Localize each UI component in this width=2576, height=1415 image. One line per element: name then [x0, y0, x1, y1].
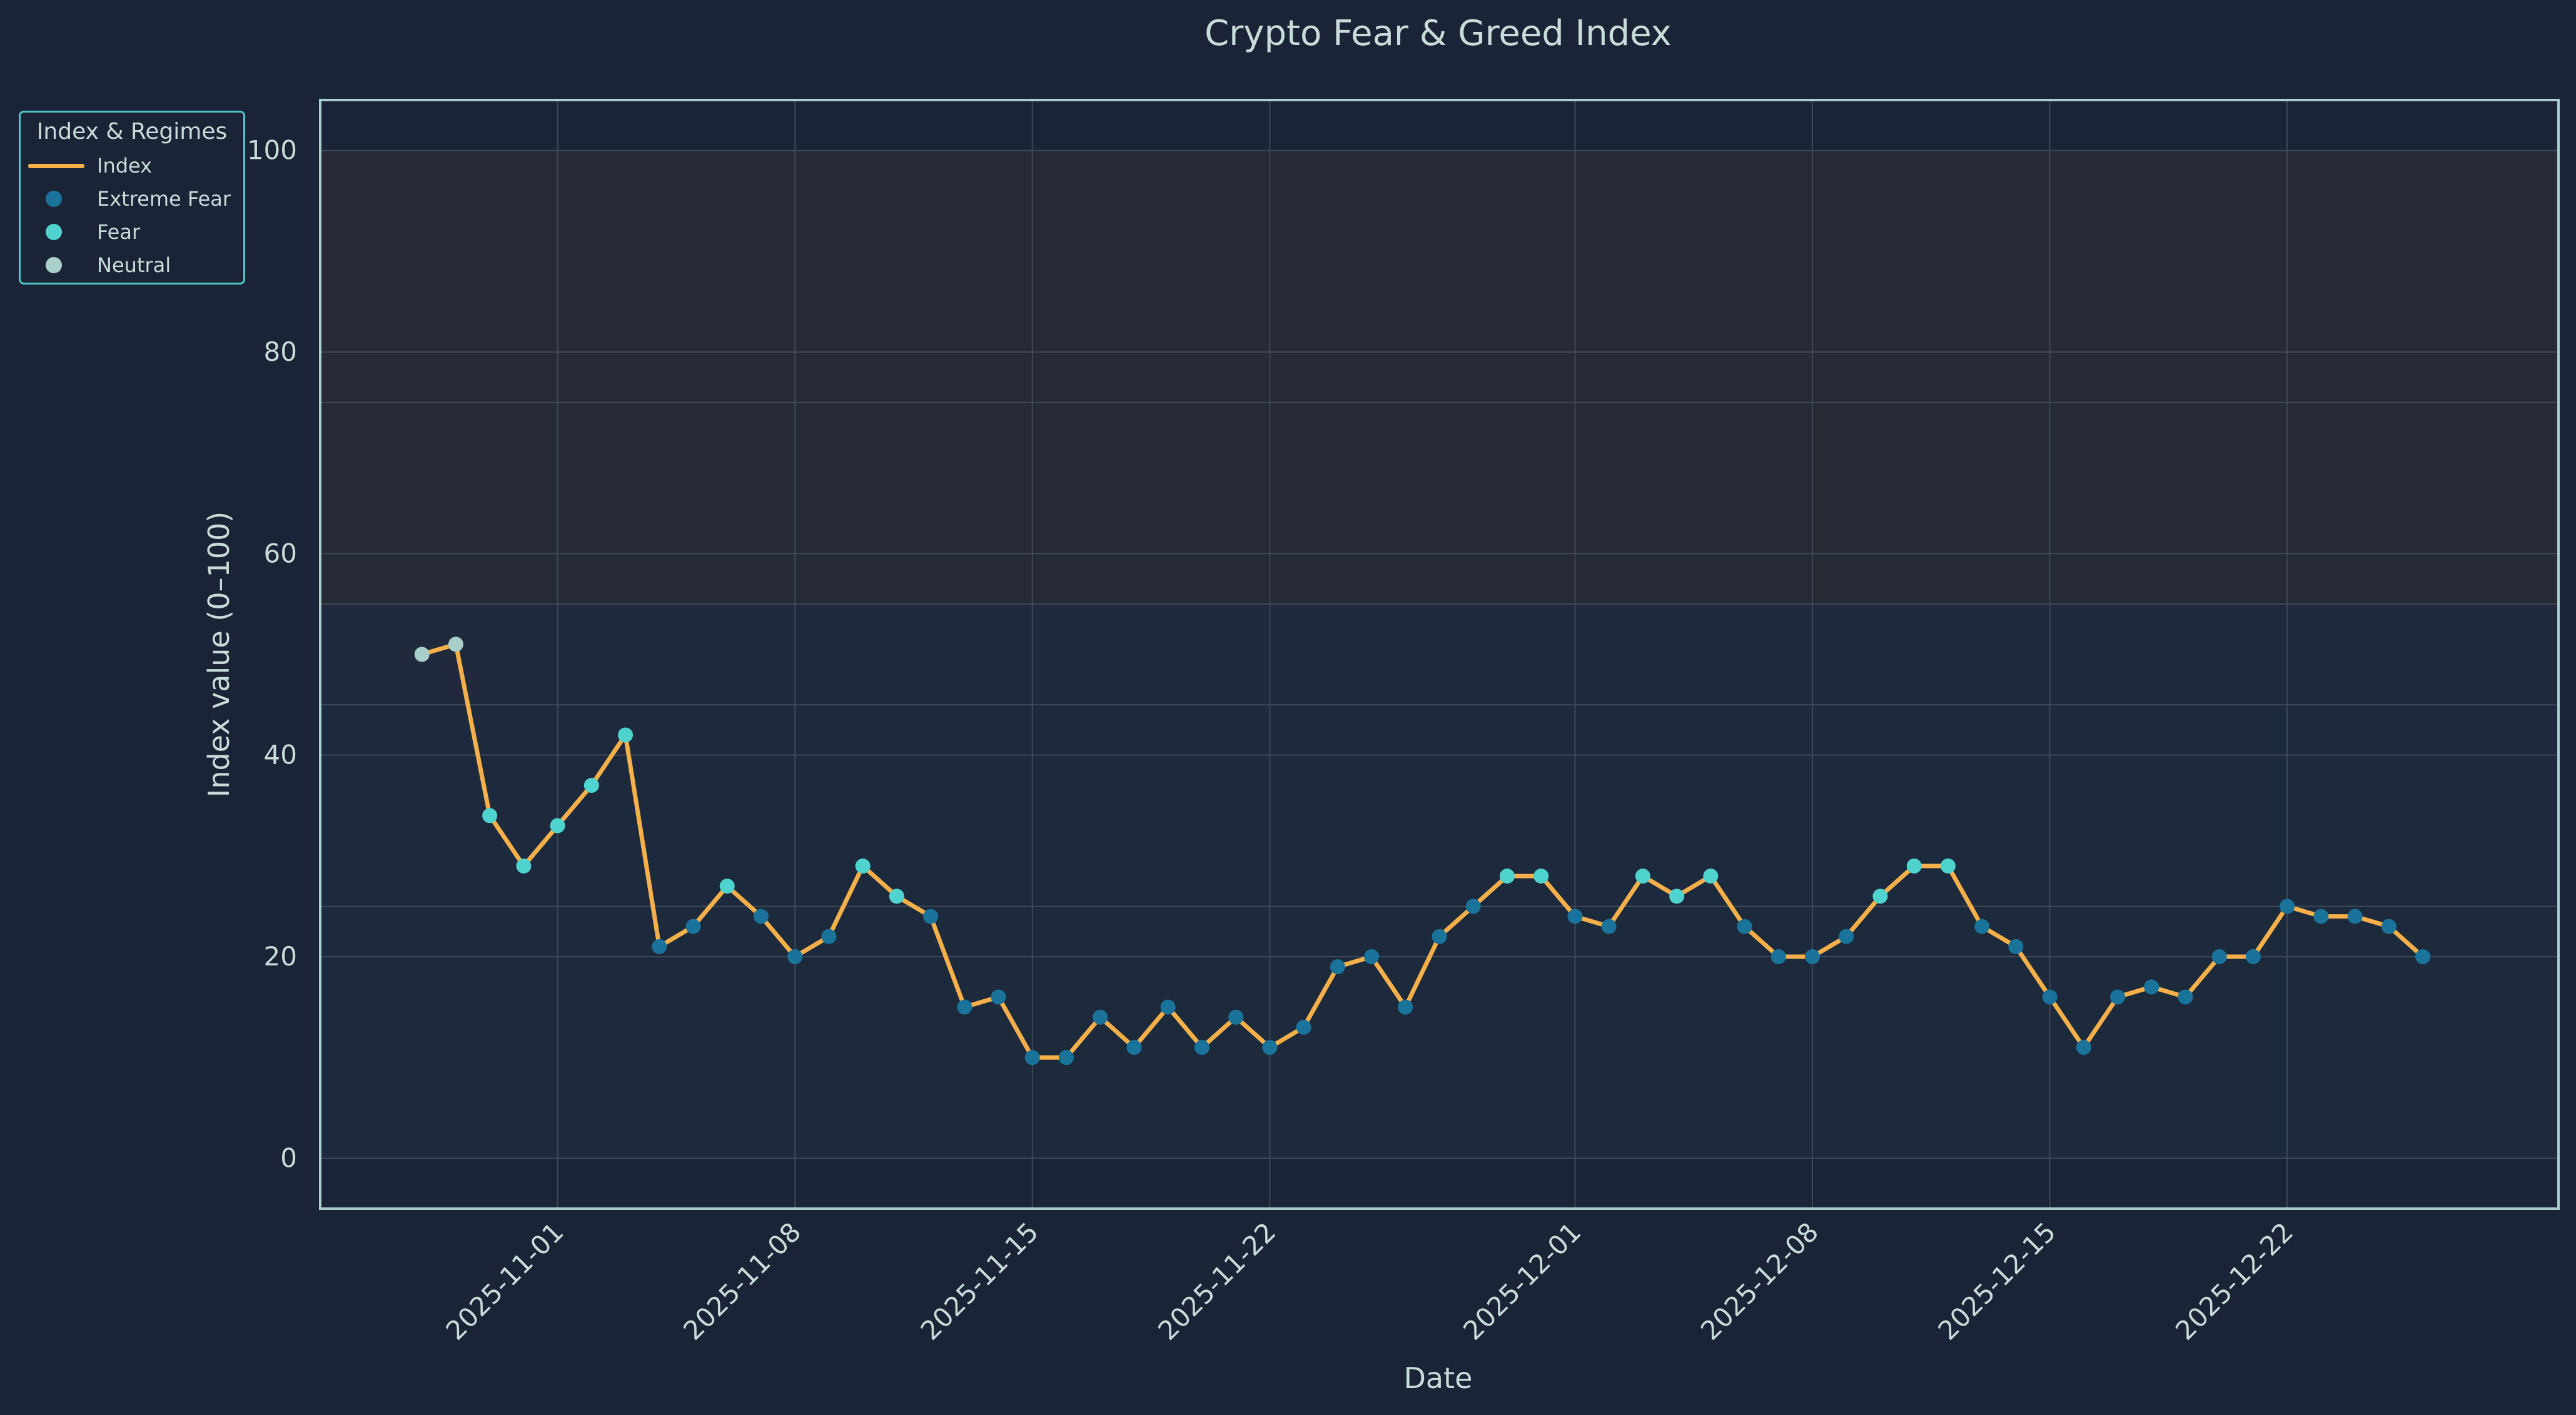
data-point: [1635, 869, 1650, 884]
data-point: [448, 637, 463, 652]
data-point: [1669, 889, 1685, 904]
x-tick-label: 2025-12-15: [1932, 1216, 2061, 1346]
data-point: [1330, 959, 1345, 975]
x-tick-label: 2025-11-08: [677, 1216, 807, 1346]
y-tick-label: 40: [264, 740, 297, 770]
data-point: [923, 909, 939, 924]
data-point: [1093, 1009, 1108, 1025]
data-point: [1126, 1040, 1142, 1055]
data-point: [2313, 909, 2329, 924]
data-point: [1262, 1040, 1278, 1055]
data-point: [2280, 899, 2295, 914]
data-point: [1465, 899, 1481, 914]
regime-band: [320, 603, 2558, 705]
data-point: [2144, 979, 2159, 995]
data-point: [482, 808, 498, 823]
data-point: [1974, 919, 1990, 934]
data-point: [2008, 939, 2024, 954]
data-point: [1024, 1050, 1040, 1065]
x-tick-label: 2025-11-01: [440, 1216, 569, 1346]
x-tick-label: 2025-11-22: [1152, 1216, 1281, 1346]
data-point: [1228, 1009, 1244, 1025]
data-point: [1770, 949, 1786, 965]
y-tick-label: 20: [264, 941, 297, 972]
x-tick-label: 2025-12-22: [2169, 1216, 2299, 1346]
data-point: [1432, 929, 1447, 944]
data-point: [685, 919, 701, 934]
data-point: [753, 909, 769, 924]
data-point: [1601, 919, 1617, 934]
data-point: [414, 647, 430, 662]
data-point: [550, 818, 565, 833]
data-point: [1296, 1019, 1311, 1035]
data-point: [652, 939, 667, 954]
data-point: [787, 949, 803, 965]
legend-label: Neutral: [97, 253, 171, 277]
data-point: [1872, 889, 1888, 904]
data-point: [2042, 989, 2058, 1005]
data-point: [889, 889, 904, 904]
regime-band: [320, 402, 2558, 604]
data-point: [1703, 869, 1719, 884]
data-point: [1160, 999, 1176, 1015]
data-point: [1940, 858, 1956, 874]
x-axis-label: Date: [1404, 1361, 1473, 1395]
x-tick-label: 2025-12-08: [1695, 1216, 1824, 1346]
x-tick-label: 2025-12-01: [1457, 1216, 1587, 1346]
legend-label: Index: [97, 154, 153, 178]
legend-label: Fear: [97, 220, 141, 244]
data-point: [1839, 929, 1854, 944]
legend-swatch: [46, 257, 62, 273]
data-point: [2211, 949, 2227, 965]
data-point: [957, 999, 972, 1015]
data-point: [1499, 869, 1515, 884]
x-tick-label: 2025-11-15: [915, 1216, 1044, 1346]
plot-frame: [319, 99, 2560, 1210]
data-point: [1567, 909, 1583, 924]
legend-title: Index & Regimes: [36, 119, 228, 144]
data-point: [2110, 989, 2126, 1005]
data-point: [516, 858, 532, 874]
y-tick-label: 100: [247, 135, 297, 166]
data-point: [1906, 858, 1922, 874]
data-point: [1737, 919, 1752, 934]
data-point: [2381, 919, 2397, 934]
legend-label: Extreme Fear: [97, 187, 231, 211]
index-line: [420, 642, 2425, 1060]
y-tick-label: 0: [280, 1142, 297, 1173]
data-point: [1533, 869, 1549, 884]
chart-title: Crypto Fear & Greed Index: [1205, 13, 1672, 54]
legend-swatch: [46, 224, 62, 240]
data-point: [2347, 909, 2363, 924]
legend-swatch: [46, 191, 62, 207]
data-point: [2415, 949, 2431, 965]
regime-band: [320, 150, 2558, 403]
regime-band: [320, 705, 2558, 907]
data-point: [1059, 1050, 1074, 1065]
y-tick-label: 80: [264, 336, 297, 367]
legend-swatch: [28, 163, 84, 168]
data-point: [2076, 1040, 2091, 1055]
data-point: [1398, 999, 1413, 1015]
data-point: [1805, 949, 1820, 965]
regime-band: [320, 906, 2558, 1159]
data-point: [2245, 949, 2261, 965]
data-point: [2178, 989, 2193, 1005]
data-point: [855, 858, 871, 874]
y-axis-label: Index value (0–100): [202, 511, 236, 797]
data-point: [1194, 1040, 1210, 1055]
data-point: [991, 989, 1006, 1005]
data-point: [1364, 949, 1380, 965]
data-point: [719, 879, 735, 894]
data-point: [618, 727, 634, 743]
data-point: [821, 929, 837, 944]
legend: Index & Regimes Index Extreme Fear Fear Neu…: [19, 111, 245, 285]
y-tick-label: 60: [264, 538, 297, 568]
data-point: [583, 778, 599, 793]
